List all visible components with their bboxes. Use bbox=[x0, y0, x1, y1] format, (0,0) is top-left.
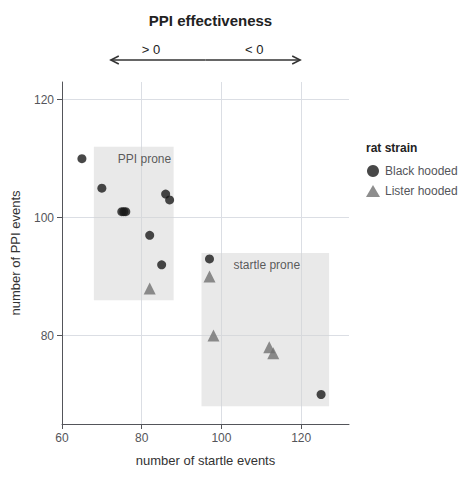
svg-text:120: 120 bbox=[291, 431, 311, 445]
svg-text:Lister hooded: Lister hooded bbox=[385, 184, 458, 198]
svg-text:> 0: > 0 bbox=[142, 42, 160, 57]
svg-text:number of PPI events: number of PPI events bbox=[8, 190, 23, 316]
svg-text:< 0: < 0 bbox=[245, 42, 263, 57]
svg-text:startle prone: startle prone bbox=[233, 258, 300, 272]
svg-text:Black hooded: Black hooded bbox=[385, 164, 458, 178]
svg-text:80: 80 bbox=[135, 431, 149, 445]
svg-text:PPI prone: PPI prone bbox=[118, 152, 172, 166]
svg-text:120: 120 bbox=[34, 93, 54, 107]
svg-text:100: 100 bbox=[211, 431, 231, 445]
svg-text:number of startle events: number of startle events bbox=[136, 453, 276, 468]
svg-text:rat strain: rat strain bbox=[366, 141, 417, 155]
svg-text:PPI effectiveness: PPI effectiveness bbox=[149, 12, 272, 29]
svg-text:100: 100 bbox=[34, 211, 54, 225]
svg-text:60: 60 bbox=[55, 431, 69, 445]
svg-text:80: 80 bbox=[41, 329, 55, 343]
